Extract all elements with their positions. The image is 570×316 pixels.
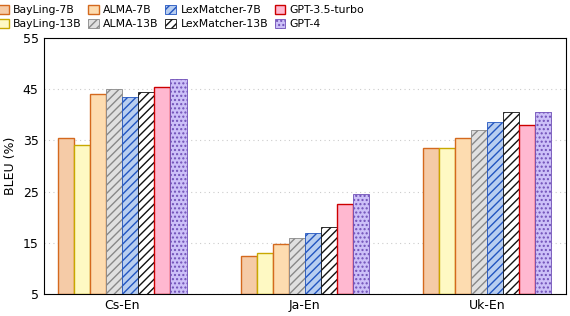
Bar	[439, 148, 455, 294]
Bar	[90, 94, 107, 294]
Bar	[503, 112, 519, 294]
Bar	[272, 244, 288, 294]
Bar	[337, 204, 353, 294]
Bar	[170, 79, 186, 294]
Bar	[288, 238, 305, 294]
Bar	[535, 112, 551, 294]
Bar	[321, 228, 337, 294]
Bar	[74, 145, 90, 294]
Bar	[353, 194, 369, 294]
Bar	[256, 253, 272, 294]
Bar	[154, 87, 170, 294]
Bar	[58, 138, 74, 294]
Bar	[455, 138, 471, 294]
Bar	[519, 125, 535, 294]
Bar	[471, 130, 487, 294]
Legend: BayLing-7B, BayLing-13B, ALMA-7B, ALMA-13B, LexMatcher-7B, LexMatcher-13B, GPT-3: BayLing-7B, BayLing-13B, ALMA-7B, ALMA-1…	[0, 4, 365, 30]
Bar	[139, 92, 154, 294]
Bar	[487, 122, 503, 294]
Y-axis label: BLEU (%): BLEU (%)	[4, 137, 17, 195]
Bar	[305, 233, 321, 294]
Bar	[123, 97, 139, 294]
Bar	[107, 89, 123, 294]
Bar	[241, 256, 256, 294]
Bar	[423, 148, 439, 294]
